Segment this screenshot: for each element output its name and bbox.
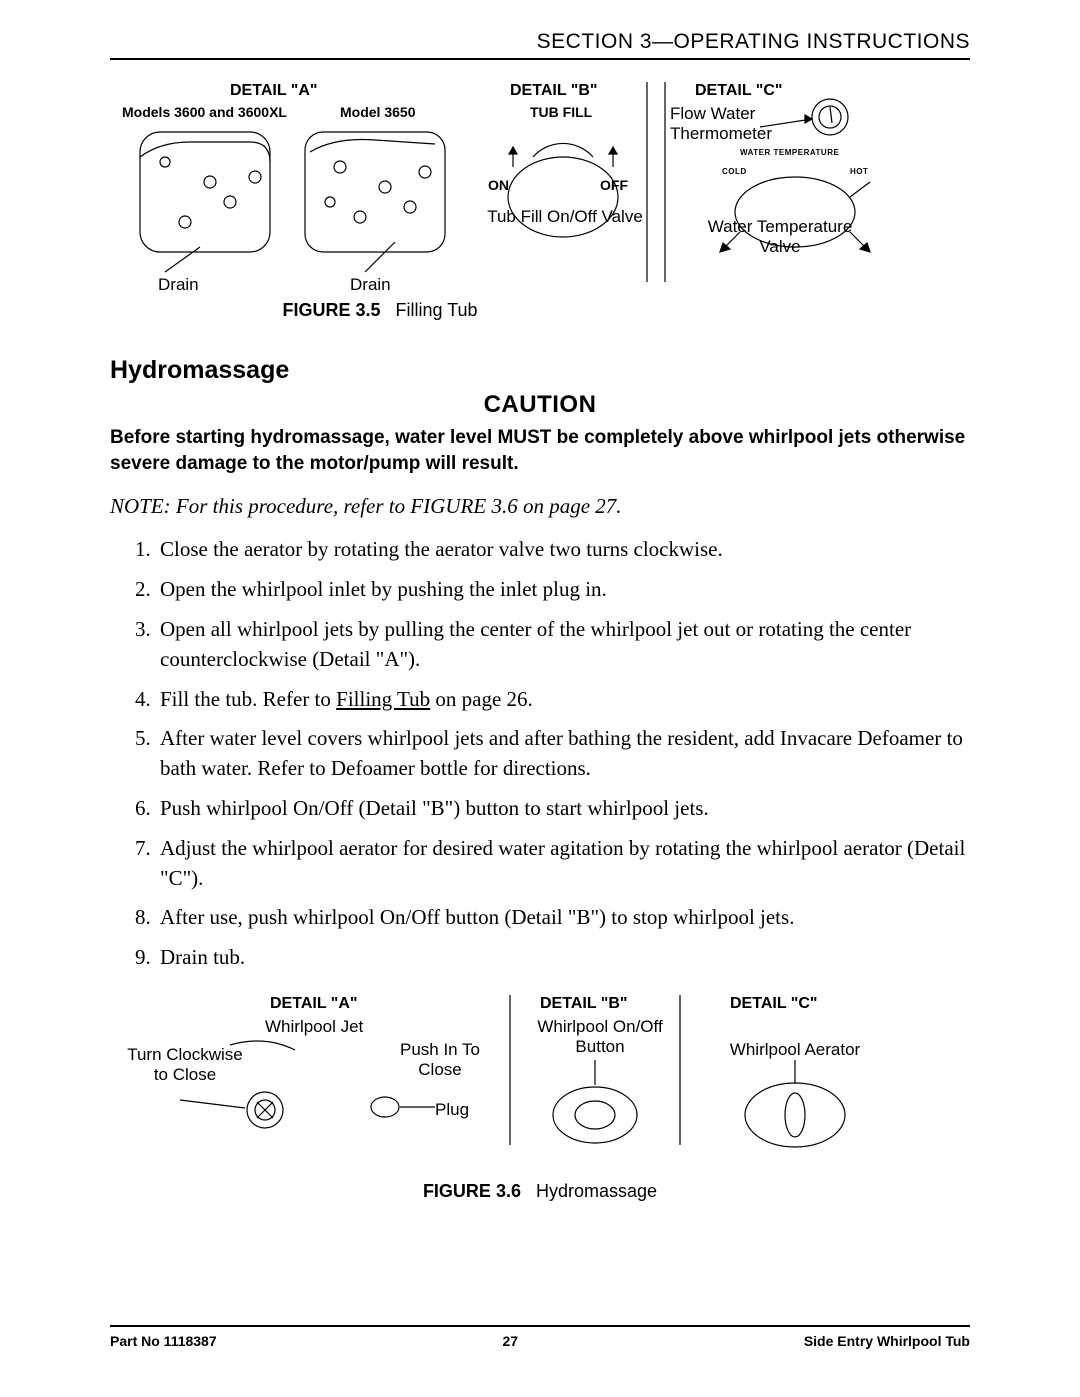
hydromassage-title: Hydromassage	[110, 356, 970, 385]
figure-3-6-text: Hydromassage	[536, 1181, 657, 1201]
push-in-label-1: Push In To	[385, 1040, 495, 1060]
models-label: Models 3600 and 3600XL	[122, 104, 287, 120]
step-9: Drain tub.	[156, 943, 970, 973]
caution-title: CAUTION	[110, 391, 970, 419]
thermometer-label: Thermometer	[670, 124, 772, 144]
section-header: SECTION 3—OPERATING INSTRUCTIONS	[110, 30, 970, 60]
water-temp-label: WATER TEMPERATURE	[740, 148, 839, 157]
turn-clockwise-label-2: to Close	[120, 1065, 250, 1085]
on-label: ON	[488, 177, 509, 193]
whirlpool-jet-label: Whirlpool Jet	[265, 1017, 363, 1037]
cold-label: COLD	[722, 167, 747, 176]
figure-3-6-number: FIGURE 3.6	[423, 1181, 521, 1201]
off-label: OFF	[600, 177, 628, 193]
figure-3-5: DETAIL "A" Models 3600 and 3600XL Model …	[110, 82, 970, 332]
footer-page-number: 27	[502, 1333, 518, 1349]
flow-water-label: Flow Water	[670, 104, 755, 124]
step-8: After use, push whirlpool On/Off button …	[156, 903, 970, 933]
detail-a-label: DETAIL "A"	[230, 82, 317, 100]
caution-body: Before starting hydromassage, water leve…	[110, 425, 970, 476]
step-1: Close the aerator by rotating the aerato…	[156, 535, 970, 565]
model-3650-label: Model 3650	[340, 104, 415, 120]
fig36-detail-b-label: DETAIL "B"	[540, 995, 627, 1013]
tub-fill-label: TUB FILL	[530, 104, 592, 120]
figure-3-6-caption: FIGURE 3.6 Hydromassage	[110, 1181, 970, 1202]
fig36-detail-c-label: DETAIL "C"	[730, 995, 817, 1013]
detail-c-label: DETAIL "C"	[695, 82, 782, 100]
step-2: Open the whirlpool inlet by pushing the …	[156, 575, 970, 605]
drain-label-1: Drain	[158, 275, 199, 295]
push-in-label-2: Close	[385, 1060, 495, 1080]
step-6: Push whirlpool On/Off (Detail "B") butto…	[156, 794, 970, 824]
tub-fill-valve-label: Tub Fill On/Off Valve	[480, 207, 650, 227]
figure-3-5-caption: FIGURE 3.5 Filling Tub	[110, 300, 650, 321]
figure-3-6: DETAIL "A" Whirlpool Jet Turn Clockwise …	[110, 995, 970, 1175]
drain-label-2: Drain	[350, 275, 391, 295]
step-5: After water level covers whirlpool jets …	[156, 724, 970, 784]
detail-b-label: DETAIL "B"	[510, 82, 597, 100]
turn-clockwise-label-1: Turn Clockwise	[120, 1045, 250, 1065]
water-temp-valve-label-2: Valve	[680, 237, 880, 257]
step-3: Open all whirlpool jets by pulling the c…	[156, 615, 970, 675]
steps-list: Close the aerator by rotating the aerato…	[110, 535, 970, 973]
note-text: NOTE: For this procedure, refer to FIGUR…	[110, 494, 970, 519]
figure-3-5-text: Filling Tub	[396, 300, 478, 320]
hot-label: HOT	[850, 167, 868, 176]
plug-label: Plug	[435, 1100, 469, 1120]
water-temp-valve-label-1: Water Temperature	[680, 217, 880, 237]
whirlpool-onoff-label-2: Button	[520, 1037, 680, 1057]
step-7: Adjust the whirlpool aerator for desired…	[156, 834, 970, 894]
figure-3-5-number: FIGURE 3.5	[282, 300, 380, 320]
footer-product-name: Side Entry Whirlpool Tub	[804, 1333, 970, 1349]
step-4: Fill the tub. Refer to Filling Tub on pa…	[156, 685, 970, 715]
whirlpool-onoff-label-1: Whirlpool On/Off	[520, 1017, 680, 1037]
fig36-detail-a-label: DETAIL "A"	[270, 995, 357, 1013]
footer-part-no: Part No 1118387	[110, 1333, 217, 1349]
whirlpool-aerator-label: Whirlpool Aerator	[705, 1040, 885, 1060]
page-footer: Part No 1118387 27 Side Entry Whirlpool …	[110, 1325, 970, 1349]
